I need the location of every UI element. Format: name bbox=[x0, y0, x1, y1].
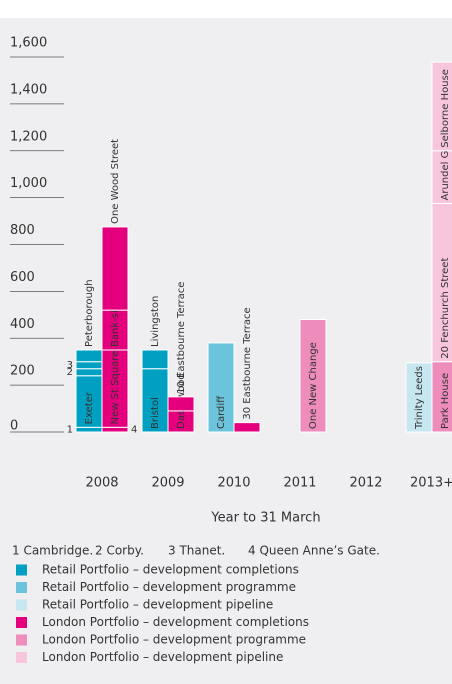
footnote: 1 Cambridge. bbox=[12, 544, 93, 558]
segment-label: One New Change bbox=[308, 342, 319, 429]
bar-segment bbox=[75, 361, 103, 370]
bar-segment bbox=[101, 349, 129, 428]
y-tick-label: 1,400 bbox=[10, 82, 47, 97]
segment-label: 30 Eastbourne Terrace bbox=[242, 307, 253, 419]
footnote: 4 Queen Anne’s Gate. bbox=[248, 544, 380, 558]
segment-label: Bristol bbox=[150, 397, 161, 429]
legend-swatch bbox=[16, 617, 27, 628]
bar-segment bbox=[299, 319, 327, 433]
y-tick-label: 600 bbox=[10, 270, 35, 285]
segment-note: 3 bbox=[67, 360, 73, 371]
y-tick-label: 200 bbox=[10, 364, 35, 379]
legend-label: Retail Portfolio – development pipeline bbox=[42, 598, 273, 612]
bar-segment bbox=[141, 368, 169, 433]
legend-swatch bbox=[16, 582, 27, 593]
segment-label: Selborne House bbox=[440, 69, 451, 148]
bar-segment bbox=[75, 349, 103, 363]
segment-label: Cardiff bbox=[216, 395, 227, 429]
segment-note: 4 bbox=[131, 425, 137, 436]
footnote: 2 Corby. bbox=[95, 544, 144, 558]
bar-segment bbox=[75, 368, 103, 377]
bar-segment bbox=[167, 396, 195, 412]
bar-segment bbox=[101, 426, 129, 433]
legend-swatch bbox=[16, 652, 27, 663]
segment-note: 1 bbox=[67, 425, 73, 436]
legend-swatch bbox=[16, 599, 27, 611]
legend-label: Retail Portfolio – development programme bbox=[42, 580, 296, 594]
x-tick-label: 2008 bbox=[85, 476, 118, 491]
segment-label: 20 Fenchurch Street bbox=[440, 258, 451, 359]
segment-label: Exeter bbox=[84, 391, 95, 424]
segment-label: One Wood Street bbox=[110, 139, 121, 224]
bar-segment bbox=[75, 375, 103, 428]
legend-label: London Portfolio – development pipeline bbox=[42, 650, 283, 664]
bar-segment bbox=[207, 342, 235, 433]
bar-segment bbox=[141, 349, 169, 370]
segment-label: Peterborough bbox=[84, 279, 95, 347]
segment-note: 2 bbox=[67, 367, 73, 378]
segment-label: New St Square bbox=[110, 351, 121, 425]
legend-label: London Portfolio – development completio… bbox=[42, 615, 309, 629]
footnote: 3 Thanet. bbox=[168, 544, 225, 558]
legend-label: Retail Portfolio – development completio… bbox=[42, 563, 299, 577]
y-tick-label: 400 bbox=[10, 317, 35, 332]
y-tick-label: 1,000 bbox=[10, 176, 47, 191]
x-tick-label: 2010 bbox=[217, 476, 250, 491]
y-tick-label: 1,200 bbox=[10, 129, 47, 144]
segment-label: 10 Eastbourne Terrace bbox=[176, 282, 187, 394]
segment-label: Park House bbox=[440, 373, 451, 429]
bar-segment bbox=[405, 362, 433, 433]
x-tick-label: 2013+ bbox=[410, 476, 452, 491]
bar-segment bbox=[101, 226, 129, 311]
y-tick-label: 800 bbox=[10, 223, 35, 238]
y-tick-label: 0 bbox=[10, 419, 18, 434]
segment-label: Livingston bbox=[150, 296, 161, 347]
legend-swatch bbox=[16, 634, 27, 646]
x-tick-label: 2012 bbox=[349, 476, 382, 491]
bar-segment bbox=[233, 422, 261, 433]
bar-segment bbox=[431, 61, 452, 152]
x-tick-label: 2011 bbox=[283, 476, 316, 491]
y-tick-label: 1,600 bbox=[10, 36, 47, 51]
x-axis-label: Year to 31 March bbox=[210, 511, 320, 526]
segment-label: Bank-side bbox=[110, 298, 121, 347]
legend-swatch bbox=[16, 564, 27, 576]
legend-label: London Portfolio – development programme bbox=[42, 633, 306, 647]
segment-label: Trinity Leeds bbox=[414, 366, 425, 430]
bar-segment bbox=[75, 426, 103, 433]
x-tick-label: 2009 bbox=[151, 476, 184, 491]
